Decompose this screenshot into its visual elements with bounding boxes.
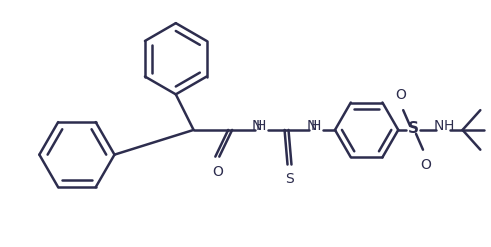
Text: N: N bbox=[306, 119, 317, 133]
Text: S: S bbox=[408, 122, 419, 136]
Text: N: N bbox=[252, 119, 262, 133]
Text: O: O bbox=[212, 165, 223, 179]
Text: S: S bbox=[285, 172, 294, 186]
Text: H: H bbox=[256, 119, 266, 133]
Text: H: H bbox=[310, 119, 321, 133]
Text: N: N bbox=[434, 119, 444, 133]
Text: O: O bbox=[395, 88, 406, 102]
Text: O: O bbox=[420, 158, 432, 172]
Text: H: H bbox=[444, 119, 454, 133]
